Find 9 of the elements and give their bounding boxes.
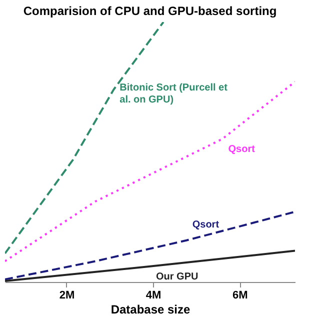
x-tick-label: 6M <box>232 290 248 302</box>
x-tick-label: 4M <box>146 290 162 302</box>
x-tick-label: 2M <box>59 290 75 302</box>
chart-title: Comparision of CPU and GPU-based sorting <box>23 4 277 18</box>
series-label: Qsort <box>192 219 220 230</box>
series-label: Our GPU <box>156 271 198 282</box>
x-axis-title: Database size <box>110 302 191 316</box>
series-label: Bitonic Sort (Purcell et al. on GPU) <box>120 82 228 106</box>
series-label: Qsort <box>228 144 256 155</box>
